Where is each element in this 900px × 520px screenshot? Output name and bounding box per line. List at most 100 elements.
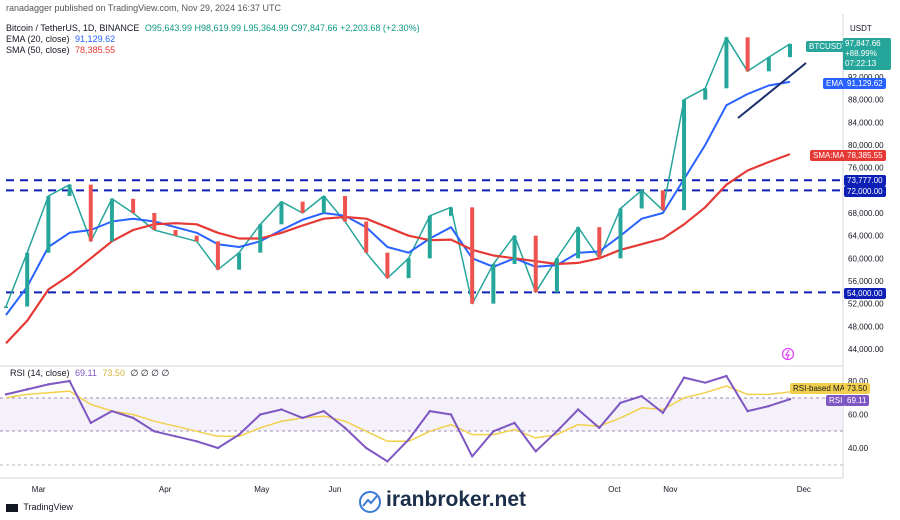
- candle: [533, 235, 538, 293]
- price-tick-label: 80,000.00: [848, 141, 884, 150]
- price-tick-label: 68,000.00: [848, 209, 884, 218]
- rsi-point: [4, 393, 8, 396]
- candle: [4, 306, 8, 308]
- legend-ohlc: O95,643.99 H98,619.99 L95,364.99 C97,847…: [144, 23, 420, 33]
- rsi-legend-value: 69.11: [75, 368, 97, 378]
- candle: [279, 201, 284, 225]
- time-axis-label: Dec: [797, 485, 811, 494]
- candle: [788, 43, 792, 58]
- level-54000-tag: 54,000.00: [844, 288, 886, 299]
- currency-label: USDT: [850, 24, 872, 33]
- rsi-point: [68, 379, 71, 383]
- rsi-point: [492, 430, 495, 433]
- btc-symbol-tag: BTCUSDT: [806, 41, 850, 52]
- rsi-ma-value-tag: 73.50: [844, 383, 871, 394]
- rsi-point: [682, 376, 686, 379]
- candle: [300, 201, 305, 213]
- btc-change: +88.99%: [845, 49, 877, 58]
- time-axis-label: Mar: [32, 485, 46, 494]
- time-axis-label: Oct: [608, 485, 621, 494]
- candle: [88, 184, 93, 242]
- legend-ema-label: EMA (20, close): [6, 34, 70, 44]
- rsi-band: [0, 398, 843, 431]
- rsi-point: [110, 409, 114, 413]
- time-axis-label: Jun: [328, 485, 341, 494]
- candle: [364, 221, 369, 253]
- candle: [491, 264, 496, 304]
- btc-timer: 07:22:13: [845, 59, 877, 68]
- legend-sma-row[interactable]: SMA (50, close) 78,385.55: [6, 45, 420, 56]
- price-tick-label: 52,000.00: [848, 300, 884, 309]
- rsi-point: [259, 413, 262, 416]
- legend-sma-label: SMA (50, close): [6, 45, 70, 55]
- candle: [724, 37, 729, 89]
- rsi-point: [301, 416, 304, 420]
- price-tick-label: 64,000.00: [848, 232, 884, 241]
- candle: [109, 198, 114, 242]
- trendline[interactable]: [737, 62, 807, 119]
- rsi-point: [25, 388, 29, 391]
- rsi-point: [598, 426, 601, 430]
- candle: [406, 258, 411, 279]
- candle: [237, 252, 242, 270]
- candle: [25, 252, 30, 307]
- rsi-point: [195, 440, 198, 443]
- rsi-point: [513, 421, 516, 425]
- legend-sma-value: 78,385.55: [75, 45, 116, 55]
- rsi-point: [131, 416, 135, 420]
- rsi-point: [428, 409, 431, 413]
- candle: [618, 208, 623, 259]
- rsi-point: [640, 394, 643, 398]
- level-73777-tag: 73,777.00: [844, 175, 886, 186]
- candle: [385, 252, 390, 279]
- price-tick-label: 76,000.00: [848, 164, 884, 173]
- time-axis-label: Apr: [159, 485, 172, 494]
- price-tick-label: 84,000.00: [848, 118, 884, 127]
- rsi-point: [746, 409, 749, 413]
- tradingview-footer[interactable]: TradingView: [6, 502, 73, 512]
- rsi-point: [767, 404, 771, 408]
- watermark-text: iranbroker.net: [386, 488, 527, 511]
- price-tick-label: 88,000.00: [848, 96, 884, 105]
- legend-symbol: Bitcoin / TetherUS, 1D, BINANCE: [6, 23, 140, 33]
- price-tick-label: 48,000.00: [848, 322, 884, 331]
- candle: [321, 196, 326, 213]
- candle: [597, 227, 602, 259]
- rsi-point: [153, 430, 156, 433]
- rsi-tick-label: 40.00: [848, 444, 869, 453]
- candle: [448, 207, 453, 216]
- rsi-point: [555, 430, 559, 433]
- legend-ema-row[interactable]: EMA (20, close) 91,129.62: [6, 34, 420, 45]
- rsi-point: [788, 398, 792, 401]
- time-axis-label: May: [254, 485, 269, 494]
- series-line-sma: [5, 153, 791, 345]
- rsi-point: [386, 460, 389, 463]
- rsi-tick-label: 80.00: [848, 377, 869, 386]
- rsi-point: [216, 446, 220, 450]
- rsi-point: [343, 426, 347, 430]
- rsi-ma-tag: RSI-based MA: [790, 383, 849, 394]
- event-flash-bolt: [784, 349, 790, 360]
- candle: [343, 196, 348, 222]
- btc-price-tag: 97,847.66 +88.99% 07:22:13: [843, 38, 891, 70]
- price-tick-label: 44,000.00: [848, 345, 884, 354]
- rsi-point: [407, 438, 410, 441]
- rsi-point: [237, 433, 241, 436]
- candle: [745, 37, 750, 72]
- btc-price: 97,847.66: [845, 39, 881, 48]
- candle: [215, 241, 220, 270]
- rsi-tag: RSI: [826, 395, 846, 406]
- candle: [470, 207, 475, 304]
- rsi-tick-label: 60.00: [848, 411, 869, 420]
- rsi-legend-tail: ∅ ∅ ∅ ∅: [130, 368, 170, 378]
- candle: [660, 190, 665, 211]
- rsi-value-tag: 69.11: [844, 395, 870, 406]
- tradingview-logo-icon: [6, 503, 18, 512]
- sma-tag: SMA:MA: [810, 150, 848, 161]
- rsi-point: [619, 401, 622, 404]
- candle: [576, 227, 581, 259]
- time-axis-label: Nov: [663, 485, 677, 494]
- ema-value-tag: 91,129.62: [844, 78, 886, 89]
- event-flash-icon[interactable]: [781, 347, 795, 361]
